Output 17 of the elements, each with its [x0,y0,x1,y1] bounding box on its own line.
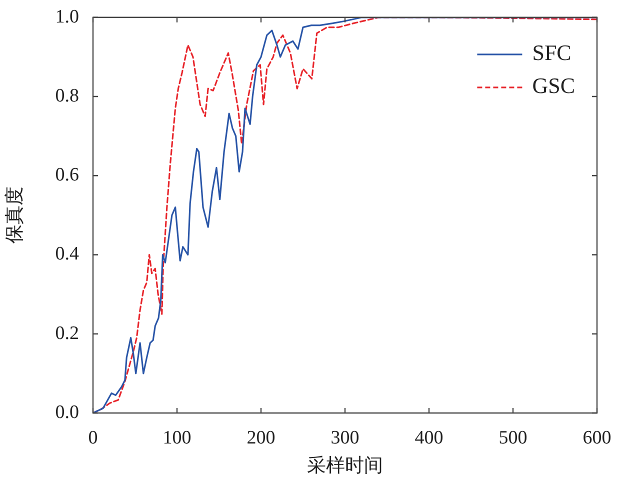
y-axis-title: 保真度 [3,186,26,244]
x-axis-title: 采样时间 [307,456,383,477]
y-tick-label: 0.6 [55,164,79,186]
y-tick-label: 1.0 [55,6,79,28]
y-tick-label: 0.2 [55,322,79,344]
y-tick-label: 0.0 [55,402,79,423]
x-tick-label: 400 [414,427,444,448]
x-tick-label: 200 [246,427,276,448]
x-tick-label: 0 [88,427,98,448]
x-tick-label: 600 [582,427,612,448]
y-tick-label: 0.4 [55,244,80,265]
legend-label: GSC [532,73,575,98]
x-tick-label: 300 [330,427,360,448]
legend-label: SFC [532,40,572,66]
x-tick-label: 100 [162,427,192,448]
y-tick-label: 0.8 [55,86,79,107]
x-tick-label: 500 [498,427,528,448]
